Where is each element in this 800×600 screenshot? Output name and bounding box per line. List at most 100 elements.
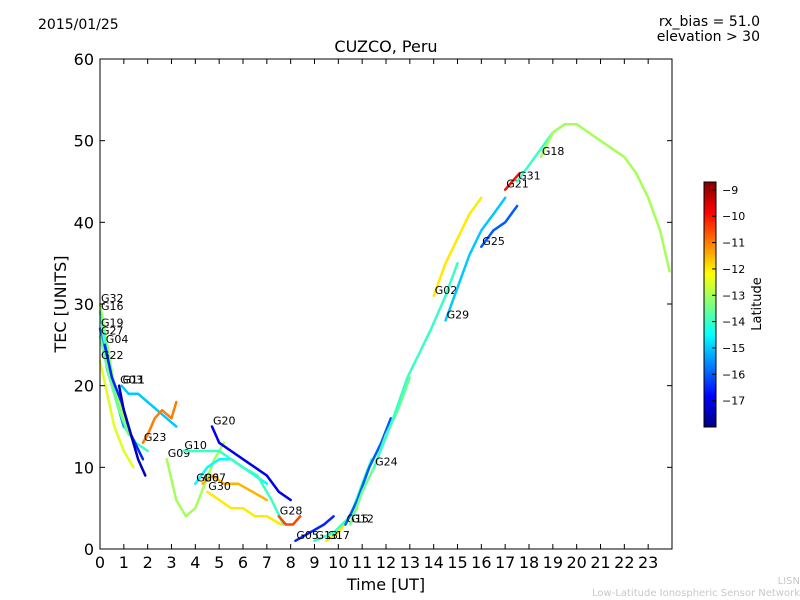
plot-frame bbox=[99, 58, 673, 550]
series-layer: G32G16G19G27G04G22G03G11G23G09G20G07G06G… bbox=[98, 123, 671, 543]
x-tick-label: 6 bbox=[238, 553, 248, 572]
series-line-G15 bbox=[344, 417, 393, 526]
x-tick-label: 16 bbox=[471, 553, 491, 572]
series-G23: G23 bbox=[141, 400, 178, 445]
series-G10: G10 bbox=[182, 439, 285, 526]
colorbar-tick-label: −17 bbox=[722, 395, 745, 408]
series-G29: G29 bbox=[444, 196, 507, 322]
series-line-G10 bbox=[182, 449, 285, 526]
series-line-G22 bbox=[98, 359, 135, 469]
y-tick-label: 60 bbox=[74, 50, 94, 69]
x-tick-label: 19 bbox=[543, 553, 563, 572]
x-tick-label: 5 bbox=[214, 553, 224, 572]
series-line-G03 bbox=[117, 384, 147, 477]
series-line-G20 bbox=[210, 425, 292, 502]
colorbar-tick-label: −16 bbox=[722, 368, 745, 381]
colorbar-tick-label: −15 bbox=[722, 342, 745, 355]
series-label-G23: G23 bbox=[144, 431, 167, 444]
series-line-G07 bbox=[201, 474, 269, 502]
series-G25: G25 bbox=[480, 204, 519, 249]
x-tick-label: 23 bbox=[638, 553, 658, 572]
x-tick-label: 3 bbox=[166, 553, 176, 572]
x-tick-label: 13 bbox=[400, 553, 420, 572]
series-label-G28: G28 bbox=[280, 504, 303, 517]
rx-bias-label: rx_bias = 51.0 bbox=[658, 14, 760, 30]
colorbar-label: Latitude bbox=[750, 277, 765, 331]
series-G11: G11 bbox=[120, 374, 178, 428]
series-label-G12: G12 bbox=[351, 513, 374, 526]
x-tick-label: 1 bbox=[119, 553, 129, 572]
y-tick-label: 0 bbox=[84, 540, 94, 559]
series-G07: G07 bbox=[201, 472, 269, 502]
x-tick-label: 4 bbox=[190, 553, 200, 572]
series-label-G31: G31 bbox=[518, 170, 541, 183]
chart-title: CUZCO, Peru bbox=[334, 37, 438, 56]
x-tick-label: 9 bbox=[309, 553, 319, 572]
x-tick-label: 18 bbox=[519, 553, 539, 572]
series-G18: G18 bbox=[539, 123, 671, 273]
series-label-G02: G02 bbox=[435, 284, 458, 297]
series-G28: G28 bbox=[277, 504, 303, 526]
series-label-G13: G13 bbox=[316, 529, 339, 542]
series-G03: G03 bbox=[117, 374, 147, 477]
series-label-G04: G04 bbox=[106, 333, 129, 346]
series-line-G27 bbox=[98, 335, 130, 436]
y-tick-label: 20 bbox=[74, 377, 94, 396]
colorbar-tick-label: −12 bbox=[722, 263, 745, 276]
colorbar-gradient bbox=[703, 181, 717, 428]
series-G05: G05 bbox=[294, 515, 335, 543]
colorbar: −9 −10 −11 −12 −13 −14 −15 −16 −17 Latitude bbox=[703, 181, 765, 428]
y-tick-label: 50 bbox=[74, 132, 94, 151]
series-label-G07: G07 bbox=[204, 472, 227, 485]
series-label-G19: G19 bbox=[101, 317, 124, 330]
series-line-G09 bbox=[165, 441, 226, 518]
x-tick-label: 20 bbox=[566, 553, 586, 572]
series-G06: G06 bbox=[194, 457, 269, 485]
elevation-label: elevation > 30 bbox=[656, 29, 760, 45]
series-label-G29: G29 bbox=[447, 308, 470, 321]
x-tick-label: 12 bbox=[376, 553, 396, 572]
series-label-G18: G18 bbox=[542, 145, 565, 158]
series-line-G18 bbox=[539, 123, 671, 273]
series-line-G30 bbox=[206, 490, 283, 526]
series-line-G29 bbox=[444, 196, 507, 322]
x-tick-label: 7 bbox=[262, 553, 272, 572]
series-G22: G22 bbox=[98, 349, 135, 469]
series-label-G25: G25 bbox=[482, 235, 505, 248]
colorbar-tick-label: −11 bbox=[722, 237, 745, 250]
series-label-G11: G11 bbox=[123, 374, 146, 387]
x-tick-label: 14 bbox=[423, 553, 443, 572]
y-tick-label: 40 bbox=[74, 213, 94, 232]
series-label-G32: G32 bbox=[101, 292, 124, 305]
series-line-G05 bbox=[294, 515, 335, 543]
series-label-G03: G03 bbox=[120, 374, 143, 387]
series-line-G28 bbox=[277, 515, 302, 526]
series-label-G27: G27 bbox=[101, 325, 124, 338]
x-tick-label: 21 bbox=[590, 553, 610, 572]
x-axis-label: Time [UT] bbox=[346, 575, 425, 594]
series-line-G11 bbox=[120, 384, 178, 428]
series-G15: G15 bbox=[344, 417, 393, 526]
series-label-G24: G24 bbox=[375, 455, 398, 468]
colorbar-ticks: −9 −10 −11 −12 −13 −14 −15 −16 −17 bbox=[712, 184, 745, 408]
footer-org-short: LISN bbox=[777, 576, 800, 587]
x-tick-label: 22 bbox=[614, 553, 634, 572]
series-G24: G24 bbox=[372, 261, 459, 469]
series-label-G20: G20 bbox=[213, 415, 236, 428]
series-G27: G27 bbox=[98, 325, 130, 436]
y-axis: 0 10 20 30 40 50 60 bbox=[74, 50, 672, 559]
series-G32: G32 bbox=[98, 292, 135, 445]
y-tick-label: 30 bbox=[74, 295, 94, 314]
series-line-G21 bbox=[503, 172, 521, 191]
series-label-G10: G10 bbox=[184, 439, 207, 452]
footer-org-long: Low-Latitude Ionospheric Sensor Network bbox=[592, 588, 800, 599]
x-axis: 0 1 2 3 4 5 6 7 8 9 10 11 12 13 14 15 16 17 18 19 20 21 22 23 bbox=[95, 59, 658, 572]
series-label-G16: G16 bbox=[101, 300, 124, 313]
colorbar-tick-label: −9 bbox=[722, 184, 738, 197]
date-label: 2015/01/25 bbox=[38, 17, 119, 33]
series-line-G25 bbox=[480, 204, 519, 249]
series-label-G22: G22 bbox=[101, 349, 124, 362]
series-label-G05: G05 bbox=[296, 529, 319, 542]
series-G02: G02 bbox=[432, 196, 483, 298]
series-label-G30: G30 bbox=[208, 480, 231, 493]
